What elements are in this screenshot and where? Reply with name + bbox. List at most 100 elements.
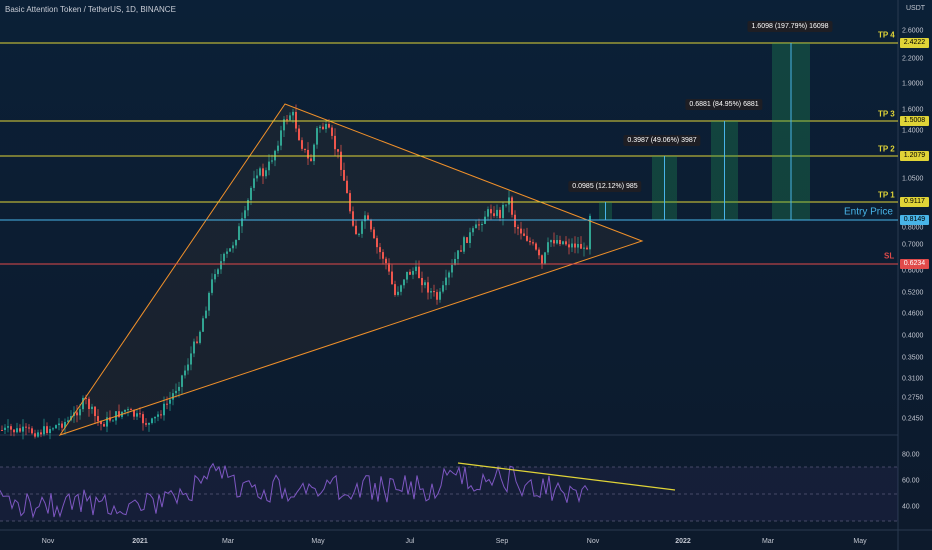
- candle-body: [4, 427, 6, 431]
- candle-body: [178, 386, 180, 391]
- time-tick: Mar: [761, 538, 775, 545]
- tp1-price-tag: 0.9117: [900, 197, 929, 207]
- time-tick: Nov: [41, 538, 55, 545]
- candle-body: [151, 418, 153, 423]
- candle-body: [586, 247, 588, 250]
- candle-body: [22, 426, 24, 432]
- candle-body: [565, 241, 567, 245]
- candle-body: [136, 413, 138, 417]
- candle-body: [421, 278, 423, 286]
- candle-body: [475, 224, 477, 229]
- candle-body: [247, 199, 249, 211]
- candle-body: [52, 428, 54, 430]
- price-tick: 0.2450: [902, 415, 924, 423]
- candle-body: [109, 417, 111, 421]
- candle-body: [481, 223, 483, 225]
- sl-label: SL: [884, 251, 895, 261]
- price-tick: 0.7000: [902, 241, 924, 249]
- candle-body: [376, 238, 378, 248]
- candle-body: [526, 235, 528, 241]
- candle-body: [583, 247, 585, 249]
- candle-body: [442, 285, 444, 292]
- candle-body: [385, 258, 387, 264]
- symmetrical-triangle: [58, 103, 644, 436]
- candle-body: [211, 279, 213, 293]
- candle-body: [145, 423, 147, 425]
- rsi-tick: 80.00: [902, 451, 920, 459]
- candle-body: [487, 209, 489, 217]
- candle-body: [358, 233, 360, 235]
- candle-body: [406, 271, 408, 280]
- candle-body: [316, 128, 318, 145]
- candle-body: [430, 291, 432, 293]
- time-tick: May: [311, 538, 325, 545]
- candle-body: [262, 168, 264, 177]
- candle-body: [106, 417, 108, 427]
- price-tick: 1.0500: [902, 175, 924, 183]
- candle-body: [514, 214, 516, 228]
- candle-body: [88, 398, 90, 410]
- tp2-price-tag: 1.2079: [900, 151, 929, 161]
- candle-body: [379, 247, 381, 253]
- candle-body: [310, 158, 312, 162]
- measure-label-tp4: 1.6098 (197.79%) 16098: [747, 21, 833, 32]
- price-tick: 2.2000: [902, 55, 924, 63]
- candle-body: [400, 285, 402, 292]
- candle-body: [166, 403, 168, 405]
- candle-body: [469, 232, 471, 243]
- candle-body: [124, 409, 126, 412]
- candle-body: [31, 428, 33, 434]
- candle-body: [91, 406, 93, 410]
- price-tick: 2.6000: [902, 27, 924, 35]
- rsi-divergence-line: [457, 462, 676, 491]
- price-tick: 0.2750: [902, 394, 924, 402]
- candle-body: [403, 279, 405, 286]
- candle-body: [364, 215, 366, 222]
- candle-body: [580, 243, 582, 249]
- candle-body: [517, 227, 519, 229]
- tp3-price-tag: 1.5008: [900, 116, 929, 126]
- candle-body: [232, 245, 234, 249]
- candle-body: [163, 403, 165, 416]
- drawing-layer: [0, 42, 898, 436]
- candle-body: [235, 240, 237, 246]
- price-tick: 0.8000: [902, 224, 924, 232]
- price-tick: 0.3500: [902, 354, 924, 362]
- candle-body: [10, 426, 12, 430]
- candle-body: [499, 209, 501, 218]
- candle-body: [76, 412, 78, 416]
- candle-body: [46, 426, 48, 434]
- candle-body: [538, 249, 540, 256]
- candle-body: [424, 282, 426, 286]
- candle-body: [520, 228, 522, 234]
- candle-body: [463, 237, 465, 252]
- price-tick: 0.6000: [902, 267, 924, 275]
- candle-body: [226, 251, 228, 254]
- candle-body: [298, 128, 300, 141]
- candle-body: [148, 422, 150, 425]
- candle-body: [112, 420, 114, 422]
- candle-body: [361, 221, 363, 234]
- candle-body: [550, 240, 552, 243]
- candle-body: [16, 428, 18, 433]
- candle-body: [97, 416, 99, 422]
- candle-body: [322, 126, 324, 130]
- candle-body: [205, 310, 207, 319]
- candle-body: [343, 169, 345, 181]
- time-tick: 2022: [675, 538, 691, 545]
- candle-body: [568, 244, 570, 248]
- candle-body: [340, 151, 342, 170]
- candle-body: [577, 243, 579, 248]
- candle-body: [295, 111, 297, 129]
- time-tick: Mar: [221, 538, 235, 545]
- candle-body: [544, 252, 546, 264]
- candle-body: [193, 341, 195, 354]
- candle-body: [130, 409, 132, 411]
- candle-body: [154, 416, 156, 419]
- tp2-label: TP 2: [878, 144, 895, 154]
- price-tick: 0.4000: [902, 332, 924, 340]
- candle-body: [64, 421, 66, 428]
- candle-body: [268, 161, 270, 171]
